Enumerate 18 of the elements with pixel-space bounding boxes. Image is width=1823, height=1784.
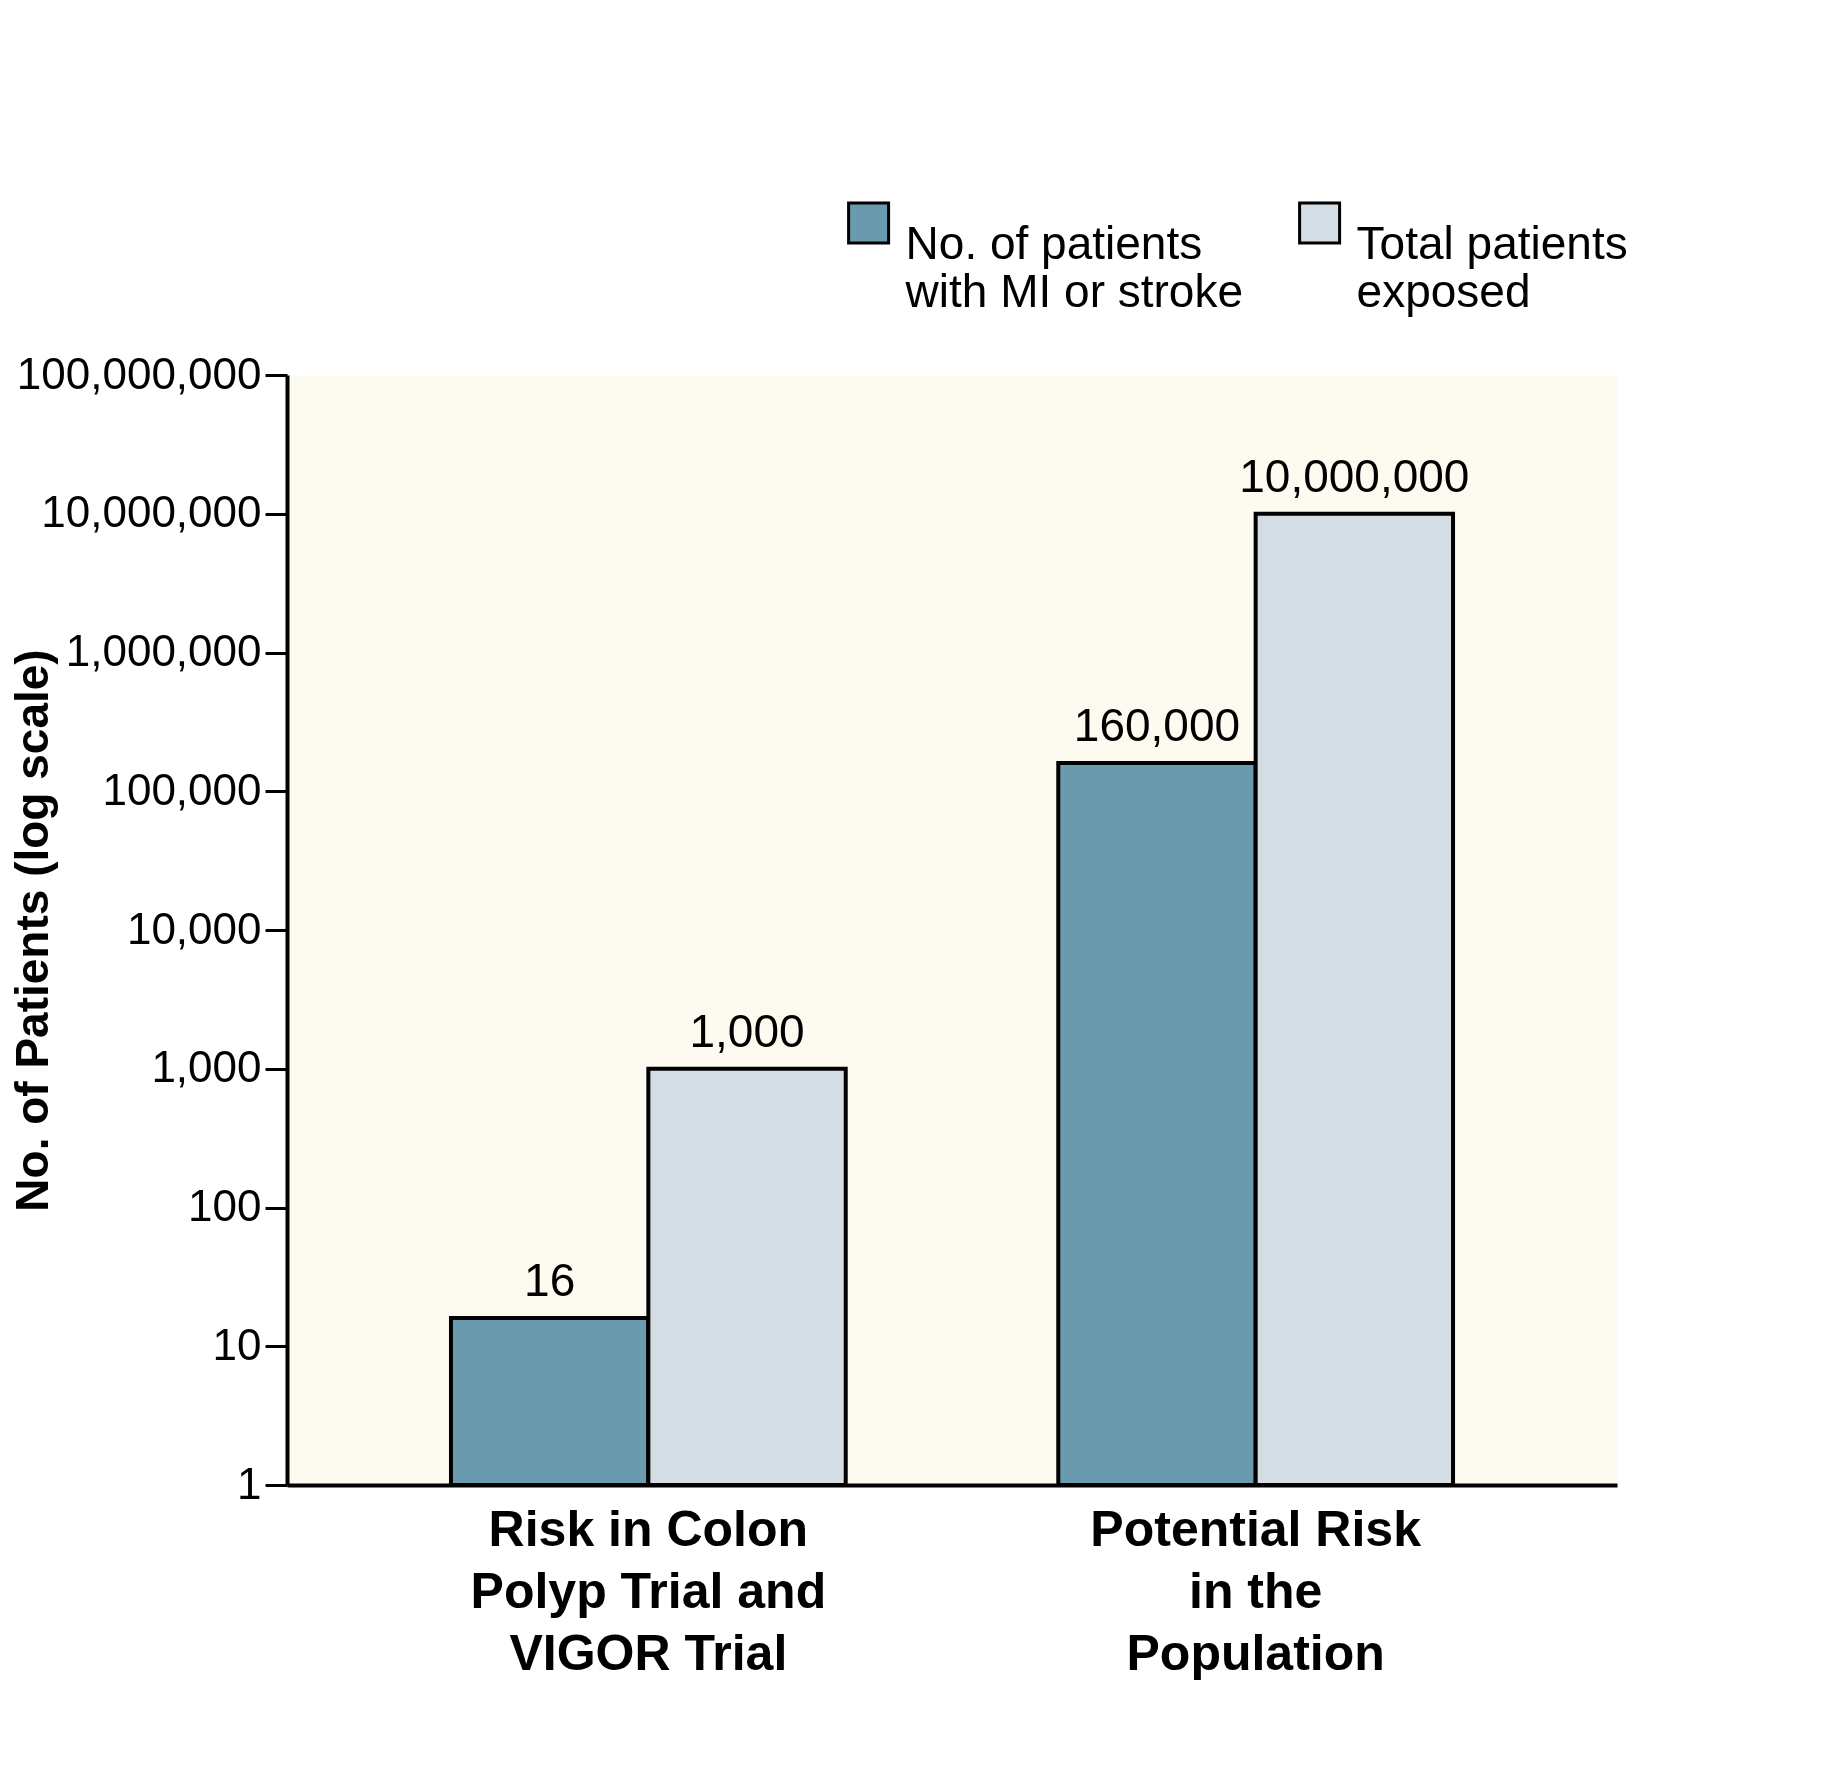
y-axis-title: No. of Patients (log scale) bbox=[5, 649, 58, 1212]
y-tick-label: 10,000,000 bbox=[41, 487, 262, 537]
x-tick-label: Potential Risk in the Population bbox=[1090, 1500, 1422, 1681]
y-tick-label: 100,000,000 bbox=[16, 348, 262, 398]
legend-label: No. of patients with MI or stroke bbox=[904, 217, 1244, 317]
data-label: 1,000 bbox=[689, 1004, 805, 1057]
legend-label: Total patients exposed bbox=[1356, 217, 1628, 317]
y-tick-label: 10,000 bbox=[126, 903, 262, 953]
y-tick-label: 10 bbox=[212, 1319, 262, 1369]
data-label: 16 bbox=[524, 1253, 576, 1306]
y-tick-label: 1 bbox=[237, 1458, 262, 1508]
y-tick-label: 1,000 bbox=[151, 1042, 262, 1092]
y-tick-label: 1,000,000 bbox=[65, 626, 262, 675]
data-label: 10,000,000 bbox=[1239, 449, 1470, 502]
x-tick-label: Risk in Colon Polyp Trial and VIGOR Trial bbox=[470, 1500, 827, 1681]
y-tick-label: 100,000 bbox=[102, 764, 262, 814]
data-label: 160,000 bbox=[1073, 698, 1241, 751]
y-tick-label: 100 bbox=[188, 1181, 262, 1230]
